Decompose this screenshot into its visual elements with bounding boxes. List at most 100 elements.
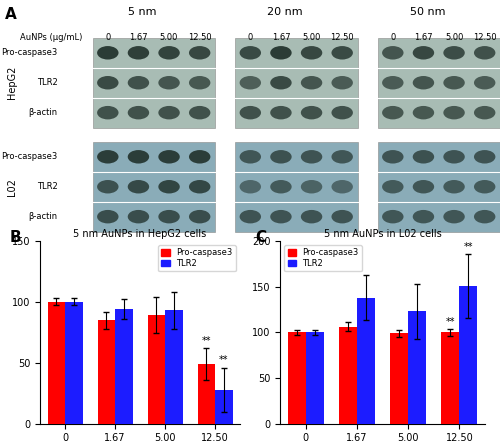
Ellipse shape: [97, 180, 118, 194]
Bar: [48, 302, 65, 424]
FancyBboxPatch shape: [378, 38, 500, 128]
Text: 1.67: 1.67: [414, 33, 433, 42]
Ellipse shape: [128, 210, 149, 223]
Ellipse shape: [158, 46, 180, 59]
Ellipse shape: [412, 210, 434, 223]
Ellipse shape: [444, 180, 465, 194]
Ellipse shape: [189, 76, 210, 90]
Text: 12.50: 12.50: [188, 33, 212, 42]
Ellipse shape: [412, 180, 434, 194]
Text: 1.67: 1.67: [129, 33, 148, 42]
Bar: [390, 333, 408, 424]
Text: Pro-caspase3: Pro-caspase3: [1, 48, 58, 57]
Ellipse shape: [270, 46, 291, 59]
Ellipse shape: [444, 210, 465, 223]
Ellipse shape: [97, 150, 118, 164]
Ellipse shape: [270, 210, 291, 223]
FancyBboxPatch shape: [235, 38, 358, 128]
Ellipse shape: [97, 76, 118, 90]
Ellipse shape: [301, 210, 322, 223]
Ellipse shape: [240, 46, 261, 59]
Ellipse shape: [332, 210, 353, 223]
Ellipse shape: [474, 150, 496, 164]
Text: β-actin: β-actin: [28, 108, 58, 117]
Ellipse shape: [97, 46, 118, 59]
Ellipse shape: [240, 76, 261, 90]
Bar: [288, 332, 306, 424]
Ellipse shape: [270, 180, 291, 194]
Text: **: **: [446, 317, 455, 327]
Ellipse shape: [382, 46, 404, 59]
Ellipse shape: [158, 150, 180, 164]
Text: Pro-caspase3: Pro-caspase3: [1, 152, 58, 161]
Text: 12.50: 12.50: [330, 33, 354, 42]
Text: 12.50: 12.50: [473, 33, 496, 42]
Ellipse shape: [240, 106, 261, 120]
Bar: [460, 285, 477, 424]
Ellipse shape: [128, 106, 149, 120]
Ellipse shape: [474, 210, 496, 223]
Ellipse shape: [382, 210, 404, 223]
Ellipse shape: [189, 180, 210, 194]
Ellipse shape: [189, 46, 210, 59]
Ellipse shape: [474, 180, 496, 194]
Text: TLR2: TLR2: [37, 78, 58, 87]
Title: 5 nm AuNPs in L02 cells: 5 nm AuNPs in L02 cells: [324, 229, 442, 239]
Ellipse shape: [382, 76, 404, 90]
Text: HepG2: HepG2: [8, 66, 18, 99]
Ellipse shape: [332, 76, 353, 90]
Legend: Pro-caspase3, TLR2: Pro-caspase3, TLR2: [158, 245, 236, 271]
Text: 0: 0: [390, 33, 396, 42]
Bar: [357, 297, 375, 424]
Ellipse shape: [332, 150, 353, 164]
Text: 50 nm: 50 nm: [410, 7, 446, 17]
Text: C: C: [255, 230, 266, 245]
Ellipse shape: [444, 76, 465, 90]
Ellipse shape: [270, 150, 291, 164]
Ellipse shape: [189, 106, 210, 120]
Ellipse shape: [382, 150, 404, 164]
Bar: [339, 327, 357, 424]
Ellipse shape: [158, 210, 180, 223]
Text: A: A: [5, 7, 17, 22]
Ellipse shape: [97, 106, 118, 120]
Ellipse shape: [97, 210, 118, 223]
Text: **: **: [464, 242, 473, 252]
Text: 20 nm: 20 nm: [267, 7, 303, 17]
Title: 5 nm AuNPs in HepG2 cells: 5 nm AuNPs in HepG2 cells: [74, 229, 206, 239]
Ellipse shape: [382, 106, 404, 120]
Bar: [65, 302, 82, 424]
Text: TLR2: TLR2: [37, 182, 58, 191]
Text: β-actin: β-actin: [28, 212, 58, 221]
Bar: [165, 310, 182, 424]
Ellipse shape: [158, 180, 180, 194]
Ellipse shape: [270, 106, 291, 120]
Ellipse shape: [412, 46, 434, 59]
Ellipse shape: [270, 76, 291, 90]
FancyBboxPatch shape: [378, 142, 500, 231]
Bar: [148, 315, 165, 424]
Bar: [98, 320, 115, 424]
Ellipse shape: [444, 150, 465, 164]
Ellipse shape: [301, 150, 322, 164]
Bar: [215, 389, 232, 424]
Ellipse shape: [128, 180, 149, 194]
Ellipse shape: [128, 46, 149, 59]
FancyBboxPatch shape: [92, 142, 215, 231]
Ellipse shape: [301, 106, 322, 120]
Ellipse shape: [301, 76, 322, 90]
Ellipse shape: [412, 106, 434, 120]
Text: 1.67: 1.67: [272, 33, 290, 42]
Text: **: **: [202, 336, 211, 346]
Text: 0: 0: [248, 33, 253, 42]
Legend: Pro-caspase3, TLR2: Pro-caspase3, TLR2: [284, 245, 362, 271]
Text: 5.00: 5.00: [302, 33, 321, 42]
Ellipse shape: [158, 76, 180, 90]
Ellipse shape: [474, 76, 496, 90]
Ellipse shape: [474, 106, 496, 120]
Ellipse shape: [189, 150, 210, 164]
Text: 5 nm: 5 nm: [128, 7, 157, 17]
Ellipse shape: [301, 46, 322, 59]
Text: 0: 0: [105, 33, 110, 42]
Ellipse shape: [444, 46, 465, 59]
